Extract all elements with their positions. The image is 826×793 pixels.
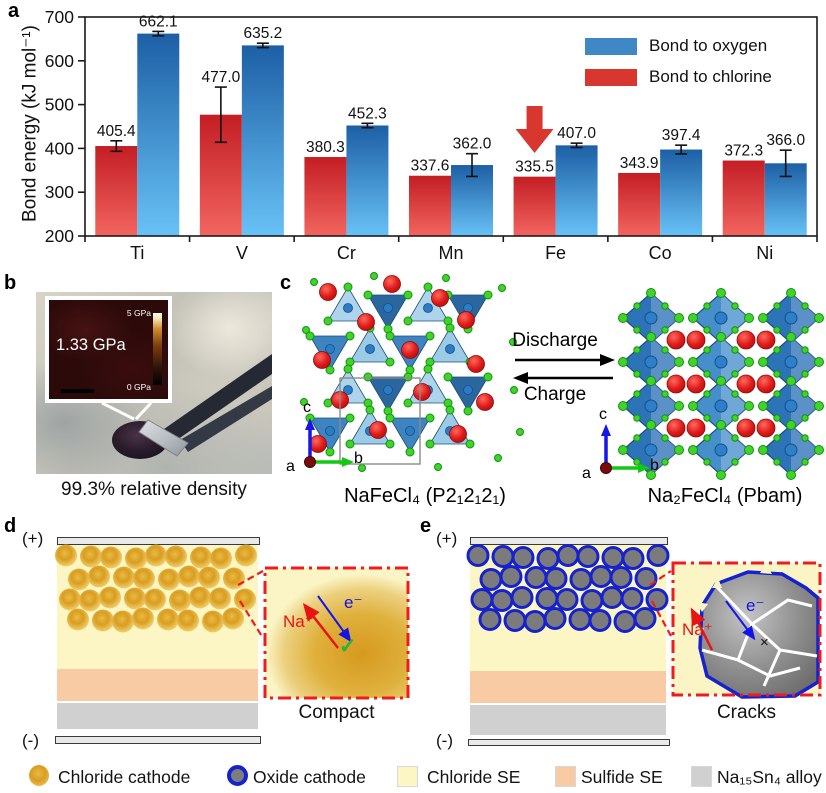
panel-b-label: b	[4, 272, 17, 294]
svg-text:337.6: 337.6	[411, 158, 450, 175]
d-bottom-electrode	[55, 736, 261, 744]
e-negative-terminal: (-)	[436, 731, 453, 750]
d-electron-label: e⁻	[344, 593, 363, 612]
e-top-electrode	[470, 537, 668, 545]
legend-swatch-chlorine	[585, 68, 637, 86]
legend-chloride-se-swatch	[397, 766, 418, 787]
modulus-map-inset: 1.33 GPa 5 GPa 0 GPa	[45, 296, 172, 403]
svg-text:362.0: 362.0	[453, 136, 492, 153]
e-positive-terminal: (+)	[436, 529, 458, 548]
svg-text:200: 200	[45, 226, 74, 246]
legend-row-oxygen: Bond to oxygen	[585, 36, 772, 56]
e-chloride-se-layer	[470, 545, 666, 671]
svg-text:V: V	[236, 243, 248, 263]
legend-label-oxygen: Bond to oxygen	[649, 36, 768, 55]
svg-text:372.3: 372.3	[724, 143, 763, 160]
pellet-photo: 1.33 GPa 5 GPa 0 GPa	[36, 292, 272, 474]
d-inset	[265, 568, 408, 698]
e-caption: Cracks	[716, 702, 777, 723]
colorbar-min-label: 0 GPa	[126, 382, 151, 392]
right-formula: Na₂FeCl₄ (Pbam)	[647, 485, 803, 507]
d-check-mark: ✓	[339, 635, 357, 658]
legend-alloy-swatch	[691, 766, 712, 787]
svg-text:600: 600	[45, 51, 74, 71]
svg-text:700: 700	[45, 7, 74, 27]
svg-text:662.1: 662.1	[139, 13, 178, 30]
e-sulfide-se-layer	[470, 671, 666, 703]
svg-text:500: 500	[45, 95, 74, 115]
svg-text:405.4: 405.4	[97, 123, 136, 140]
svg-text:397.4: 397.4	[662, 127, 701, 144]
d-caption: Compact	[298, 702, 375, 723]
legend-oxide-cathode-swatch	[227, 765, 248, 786]
svg-text:Fe: Fe	[545, 243, 566, 263]
chart-legend: Bond to oxygen Bond to chlorine	[585, 36, 772, 98]
axis-c-label-right: c	[599, 406, 607, 423]
legend-oxide-cathode-label: Oxide cathode	[253, 767, 366, 787]
discharge-label: Discharge	[512, 330, 598, 351]
svg-text:477.0: 477.0	[201, 69, 240, 86]
e-alloy-layer	[470, 705, 666, 735]
d-top-electrode	[57, 537, 260, 545]
svg-text:Co: Co	[649, 243, 672, 263]
tweezer-arm-2	[180, 386, 272, 452]
modulus-colorbar	[153, 313, 162, 385]
crystal-structures	[300, 272, 824, 480]
density-caption: 99.3% relative density	[61, 479, 247, 500]
axis-a-label-right: a	[582, 465, 591, 482]
d-chloride-se-layer	[57, 545, 258, 669]
charge-label: Charge	[523, 384, 587, 405]
d-sodium-ion-label: Na⁺	[283, 612, 314, 631]
legend-alloy-label: Na₁₅Sn₄ alloy	[717, 767, 822, 787]
e-sodium-ion-label: Na⁺	[682, 620, 713, 639]
legend-sulfide-se-swatch	[555, 766, 576, 787]
svg-text:Cr: Cr	[337, 243, 356, 263]
d-positive-terminal: (+)	[22, 529, 44, 548]
d-alloy-layer	[57, 703, 258, 729]
axis-b-label-left: b	[354, 450, 363, 467]
svg-text:400: 400	[45, 138, 74, 158]
legend-label-chlorine: Bond to chlorine	[649, 67, 772, 86]
panel-e-label: e	[420, 515, 432, 537]
d-sulfide-se-layer	[57, 669, 258, 701]
left-formula: NaFeCl₄ (P2₁2₁2₁)	[344, 485, 506, 507]
modulus-value: 1.33 GPa	[56, 336, 126, 354]
tweezer-arm	[164, 354, 272, 442]
svg-text:343.9: 343.9	[620, 155, 659, 172]
svg-text:300: 300	[45, 182, 74, 202]
legend-sulfide-se-label: Sulfide SE	[581, 767, 663, 787]
axis-a-label-left: a	[286, 458, 295, 475]
legend-chloride-cathode-label: Chloride cathode	[58, 767, 191, 787]
e-electron-label: e⁻	[746, 596, 765, 615]
legend-chloride-se-label: Chloride SE	[427, 767, 521, 787]
e-cross-mark: ×	[760, 634, 769, 651]
chart-y-axis-title: Bond energy (kJ mol⁻¹)	[19, 25, 41, 222]
panel-d-label: d	[4, 515, 17, 537]
svg-text:335.5: 335.5	[515, 159, 554, 176]
axis-b-label-right: b	[650, 457, 659, 474]
axis-c-label-left: c	[303, 399, 311, 416]
svg-text:Mn: Mn	[438, 243, 463, 263]
svg-text:Ni: Ni	[756, 243, 773, 263]
svg-text:635.2: 635.2	[243, 25, 282, 42]
svg-text:407.0: 407.0	[557, 125, 596, 142]
legend-swatch-oxygen	[585, 37, 637, 55]
e-bottom-electrode	[468, 739, 670, 746]
colorbar-max-label: 5 GPa	[126, 308, 151, 318]
svg-text:380.3: 380.3	[306, 139, 345, 156]
inset-callout-lines	[101, 401, 153, 421]
legend-chloride-cathode-swatch	[29, 765, 49, 786]
legend-row-chlorine: Bond to chlorine	[585, 67, 772, 87]
svg-text:Ti: Ti	[130, 243, 144, 263]
pellet-photo-graphics	[101, 354, 272, 459]
panel-a-label: a	[8, 0, 20, 22]
svg-text:452.3: 452.3	[348, 105, 387, 122]
scale-bar	[61, 389, 94, 393]
svg-text:366.0: 366.0	[766, 132, 805, 149]
tweezer-tip	[138, 419, 189, 457]
d-negative-terminal: (-)	[22, 731, 39, 750]
panel-c-label: c	[280, 272, 292, 294]
